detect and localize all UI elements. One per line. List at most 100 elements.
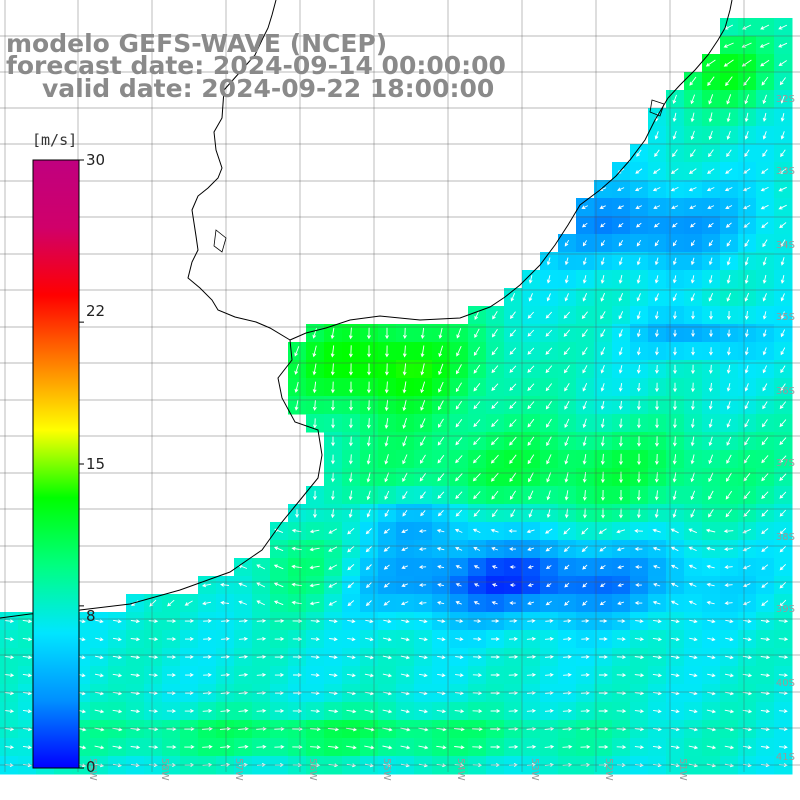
wind-arrow xyxy=(779,509,787,517)
wind-arrow xyxy=(761,491,769,499)
wind-arrow xyxy=(384,399,389,412)
wind-arrow xyxy=(420,454,426,464)
wind-arrow xyxy=(437,583,445,587)
wind-arrow xyxy=(708,382,713,393)
wind-arrow xyxy=(527,454,535,465)
wind-arrow xyxy=(618,257,623,266)
wind-arrow xyxy=(582,436,587,447)
wind-arrow xyxy=(455,473,463,482)
wind-arrow xyxy=(367,381,371,394)
wind-arrow xyxy=(330,363,335,376)
colorbar-tick-label: 30 xyxy=(86,151,106,169)
wind-arrow xyxy=(473,509,481,517)
wind-arrow xyxy=(202,708,213,713)
wind-arrow xyxy=(723,529,734,534)
wind-arrow xyxy=(420,363,425,376)
map-title: modelo GEFS-WAVE (NCEP) xyxy=(6,29,388,58)
wind-arrow xyxy=(256,564,266,570)
wind-arrow xyxy=(779,222,787,229)
graticule-labels: 32S 33S 34S 35S 36S 37S 38S 39S 40S 41S 59W 58W 57W 5… xyxy=(87,94,795,781)
wind-arrow xyxy=(708,472,714,483)
wind-arrow xyxy=(491,347,499,356)
wind-arrow xyxy=(563,365,570,374)
wind-arrow xyxy=(780,347,786,356)
wind-arrow xyxy=(130,637,141,642)
wind-arrow xyxy=(455,382,462,393)
wind-arrow xyxy=(366,472,371,483)
wind-arrow xyxy=(274,655,285,659)
wind-arrow xyxy=(456,328,462,339)
wind-arrow xyxy=(348,508,353,519)
colorbar-tick-label: 0 xyxy=(86,758,96,776)
wind-arrow xyxy=(724,601,733,606)
wind-arrow xyxy=(690,257,695,266)
wind-arrow xyxy=(762,347,767,356)
wind-arrow xyxy=(778,42,788,48)
wind-arrow xyxy=(778,60,787,67)
wind-arrow xyxy=(328,600,337,606)
wind-arrow xyxy=(220,582,230,587)
wind-arrow xyxy=(743,619,752,624)
wind-arrow xyxy=(672,490,677,501)
wind-arrow xyxy=(509,347,517,355)
wind-arrow xyxy=(582,257,587,266)
wind-arrow xyxy=(652,673,663,678)
wind-arrow xyxy=(653,709,662,714)
wind-arrow xyxy=(637,418,641,429)
wind-arrow xyxy=(312,328,317,339)
wind-arrow xyxy=(348,454,353,465)
wind-arrow xyxy=(418,565,427,570)
wind-arrow xyxy=(472,528,481,534)
wind-arrow xyxy=(347,655,356,660)
wind-arrow xyxy=(274,637,285,641)
wind-arrow xyxy=(94,745,105,750)
wind-arrow xyxy=(527,547,535,551)
wind-arrow xyxy=(564,257,569,266)
wind-arrow xyxy=(256,672,267,677)
wind-arrow xyxy=(636,382,641,392)
wind-arrow xyxy=(220,600,229,605)
wind-arrow xyxy=(761,745,770,750)
wind-arrow xyxy=(472,709,483,714)
wind-arrow xyxy=(563,636,572,641)
wind-arrow xyxy=(365,582,372,589)
wind-arrow xyxy=(401,583,408,587)
wind-arrow xyxy=(526,744,537,749)
wind-arrow xyxy=(438,327,443,339)
wind-arrow xyxy=(762,329,767,338)
wind-arrow xyxy=(600,222,606,228)
wind-arrow xyxy=(564,582,570,588)
wind-arrow xyxy=(365,528,372,535)
wind-arrow xyxy=(419,673,428,678)
wind-arrow xyxy=(382,745,393,750)
longitude-label: 58W xyxy=(159,758,170,781)
wind-arrow xyxy=(563,654,572,659)
wind-arrow xyxy=(509,472,517,483)
wind-arrow xyxy=(490,745,501,749)
wind-arrow xyxy=(780,274,785,284)
wind-arrow xyxy=(545,365,553,374)
wind-arrow xyxy=(455,619,464,624)
wind-arrow xyxy=(599,546,607,552)
wind-arrow xyxy=(349,381,353,394)
wind-arrow xyxy=(707,168,715,174)
wind-arrow xyxy=(671,673,680,678)
wind-arrow xyxy=(778,637,789,642)
wind-arrow xyxy=(564,472,569,483)
wind-arrow xyxy=(708,418,713,429)
wind-arrow xyxy=(690,149,696,158)
colorbar-tickmarks xyxy=(79,159,84,769)
wind-arrow xyxy=(670,186,679,192)
wind-arrow xyxy=(581,527,589,535)
wind-arrow xyxy=(112,727,123,732)
wind-arrow xyxy=(472,745,483,750)
wind-arrow xyxy=(473,565,480,569)
wind-arrow xyxy=(527,583,534,587)
wind-arrow xyxy=(420,345,425,358)
wind-arrow xyxy=(274,673,285,677)
wind-arrow xyxy=(94,709,105,714)
wind-arrow xyxy=(600,347,606,356)
wind-arrow xyxy=(545,383,553,392)
wind-arrow xyxy=(364,709,375,714)
